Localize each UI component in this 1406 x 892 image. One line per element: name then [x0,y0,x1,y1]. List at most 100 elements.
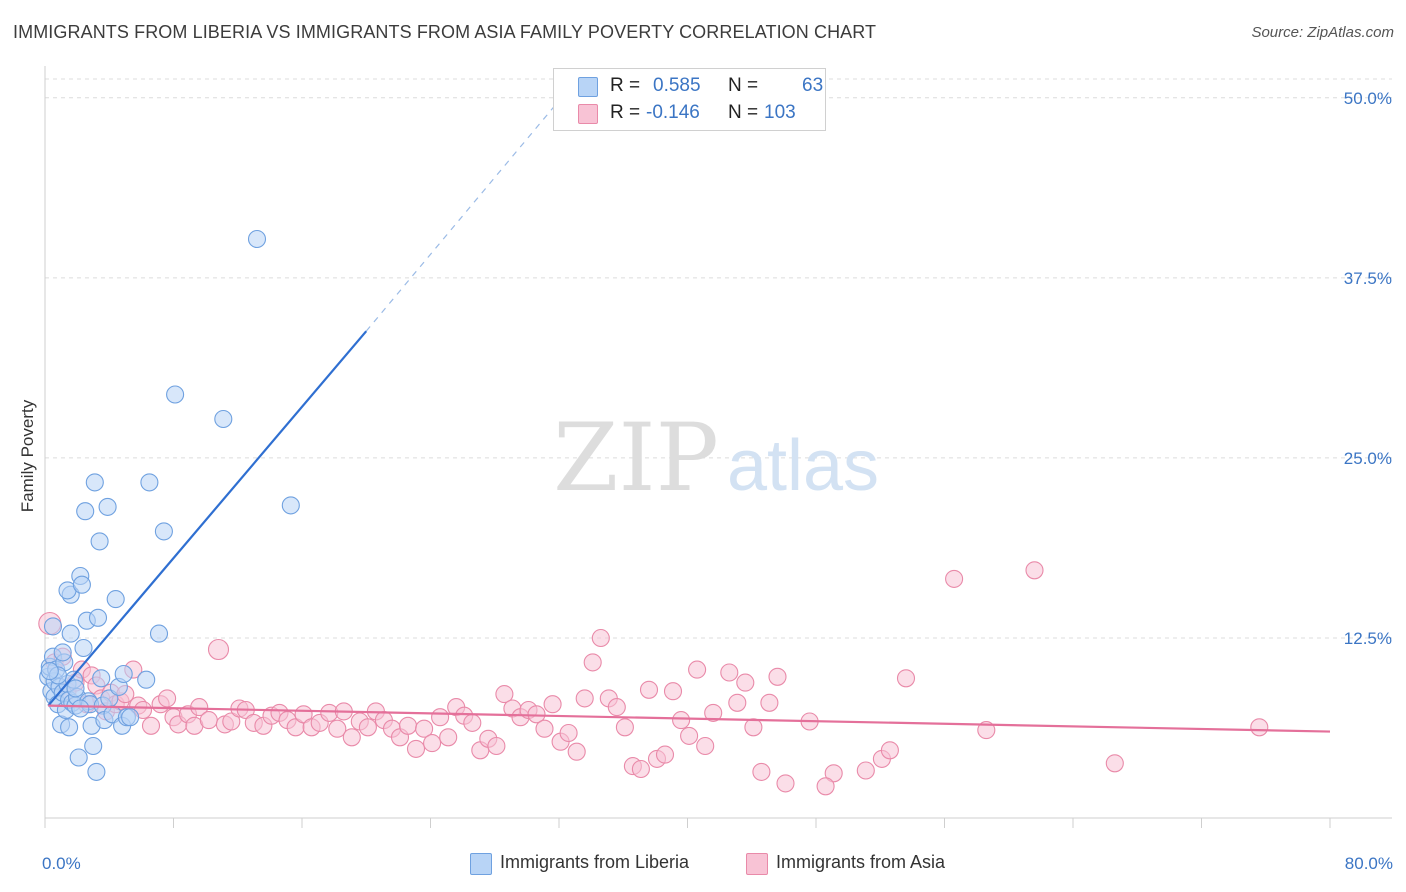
asia-point [406,739,426,758]
liberia-point [85,473,104,492]
liberia-point [60,718,79,737]
liberia-point [114,664,133,684]
asia-point [342,728,361,747]
asia-point [207,638,230,661]
asia-point [704,703,723,722]
chart-title: IMMIGRANTS FROM LIBERIA VS IMMIGRANTS FR… [13,22,877,42]
liberia-n-label: N = [728,75,759,96]
asia-point [720,663,739,682]
liberia-point [166,385,185,404]
liberia-point [149,624,169,643]
asia-r-value: -0.146 [646,102,700,123]
asia-point [567,742,586,761]
y-tick-label: 12.5% [1344,629,1392,648]
asia-point [575,689,594,708]
liberia-swatch [578,77,598,97]
asia-point [463,713,482,732]
asia-point [141,716,161,735]
asia-point [824,764,843,783]
stats-legend: R = 0.585 N = 63 R = -0.146 N = 103 [553,68,826,131]
asia-point [977,721,996,740]
asia-point [423,734,442,753]
trend-lines [47,100,1331,733]
liberia-point [66,679,85,698]
asia-n-value: 103 [764,102,796,123]
asia-point [398,716,418,735]
liberia-point [214,409,233,429]
asia-point [760,693,779,712]
liberia-trend-line [47,330,368,707]
liberia-point [43,617,63,636]
liberia-point [92,669,111,688]
liberia-point [88,608,108,627]
asia-n-label: N = [728,102,759,123]
liberia-n-value: 63 [802,75,824,96]
liberia-point [98,497,117,516]
liberia-r-value: 0.585 [653,75,701,96]
asia-point [752,762,771,781]
asia-point [559,723,578,743]
asia-point [199,711,218,730]
asia-point [880,741,899,760]
asia-point [591,628,610,648]
tick-labels: 12.5% 25.0% 37.5% 50.0% 0.0% 80.0% [42,89,1393,873]
liberia-point [137,670,156,689]
asia-point [615,718,634,737]
asia-point [728,693,747,712]
asia-point [222,712,241,731]
liberia-point [140,473,159,492]
asia-point [896,669,916,688]
liberia-point [72,575,91,594]
liberia-point [69,748,88,767]
liberia-point [154,522,173,541]
asia-point [495,685,514,704]
asia-point [190,698,209,717]
asia-swatch [578,104,598,124]
asia-trend-line [48,704,1331,733]
asia-point [583,653,602,672]
asia-point [487,736,506,756]
asia-point [663,682,683,701]
y-tick-label: 37.5% [1344,269,1392,288]
y-tick-label: 25.0% [1344,449,1392,468]
liberia-point [106,590,125,609]
legend-swatch-liberia [470,853,492,875]
liberia-point [40,662,59,681]
liberia-point [84,736,103,756]
liberia-point [76,502,95,521]
asia-point [768,667,787,686]
x-tick-label-max: 80.0% [1345,854,1393,873]
asia-point [744,718,763,737]
liberia-point [87,762,106,781]
asia-r-label: R = [610,102,641,123]
asia-point [680,726,699,745]
liberia-point [74,638,93,658]
asia-point [736,673,755,692]
liberia-point [61,624,80,643]
liberia-point [90,532,109,551]
asia-point [816,777,835,796]
asia-point [543,695,562,714]
liberia-point [281,496,300,515]
asia-point [607,698,626,717]
asia-point [158,689,177,708]
asia-point [415,719,434,738]
asia-point [776,774,795,793]
liberia-r-label: R = [610,75,641,96]
legend-label-liberia: Immigrants from Liberia [500,852,690,872]
asia-point [328,719,347,738]
y-tick-label: 50.0% [1344,89,1392,108]
legend-label-asia: Immigrants from Asia [776,852,946,872]
source-label: Source: ZipAtlas.com [1251,24,1394,41]
asia-point [535,719,554,738]
watermark-atlas: atlas [727,426,879,506]
asia-point [1105,754,1124,773]
legend-swatch-asia [746,853,768,875]
asia-point [431,708,450,727]
x-tick-label-min: 0.0% [42,854,81,873]
asia-point [696,736,715,756]
asia-point [655,745,675,764]
asia-point [688,660,707,679]
liberia-point [53,643,72,662]
liberia-trend-extension [365,100,560,332]
